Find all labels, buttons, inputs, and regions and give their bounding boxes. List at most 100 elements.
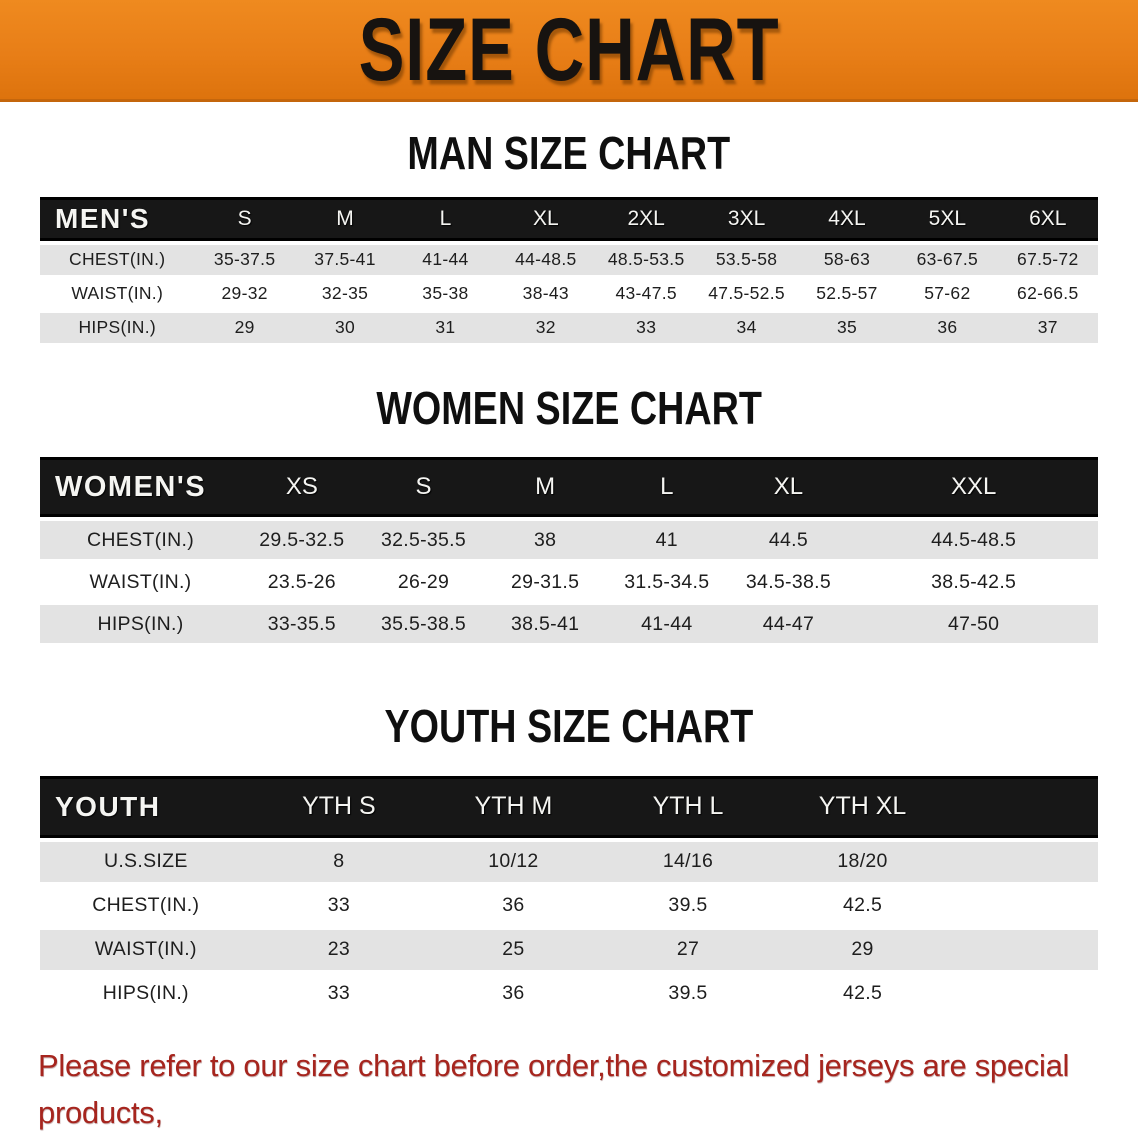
size-table: YOUTH YTH S YTH M YTH L YTH XL U.S.SIZE 8 10/12…	[40, 772, 1098, 1018]
size-value-cell: 44-48.5	[495, 244, 596, 275]
size-value-cell: 33	[251, 885, 427, 926]
size-value-cell: 32.5-35.5	[362, 521, 485, 560]
size-value-cell: 32	[495, 312, 596, 343]
size-column-header: L	[395, 196, 496, 241]
size-table: WOMEN'S XS S M L XL XXL CHEST(IN.) 29.5-32.5 32.5…	[40, 453, 1098, 647]
row-label: HIPS(IN.)	[40, 605, 242, 644]
size-value-cell: 41-44	[395, 244, 496, 275]
size-value-cell: 35	[796, 312, 898, 343]
size-value-cell: 47-50	[849, 605, 1098, 644]
row-label: WAIST(IN.)	[40, 929, 252, 970]
disclaimer-line-1: Please refer to our size chart before or…	[38, 1047, 1070, 1130]
men-section-heading: MAN SIZE CHART	[407, 127, 731, 179]
size-value-cell: 29-32	[194, 278, 295, 309]
row-spacer-cell	[949, 929, 1098, 970]
size-column-header: M	[294, 196, 396, 241]
row-label: U.S.SIZE	[40, 841, 252, 882]
size-value-cell: 8	[251, 841, 427, 882]
size-value-cell: 30	[294, 312, 396, 343]
size-value-cell: 42.5	[775, 885, 950, 926]
row-label: CHEST(IN.)	[40, 521, 242, 560]
table-group-label: WOMEN'S	[40, 457, 242, 518]
disclaimer: Please refer to our size chart before or…	[0, 1042, 1138, 1132]
row-spacer-cell	[949, 841, 1098, 882]
size-value-cell: 33	[251, 973, 427, 1014]
size-value-cell: 37.5-41	[294, 244, 396, 275]
size-column-header: 2XL	[596, 196, 697, 241]
size-value-cell: 39.5	[600, 973, 776, 1014]
size-table-header-row: MEN'S S M L XL 2XL 3XL 4XL 5XL 6XL	[40, 196, 1098, 241]
size-value-cell: 58-63	[796, 244, 898, 275]
table-row: WAIST(IN.) 23 25 27 29	[40, 929, 1098, 970]
size-table-header-row: WOMEN'S XS S M L XL XXL	[40, 457, 1098, 518]
size-column-header: 6XL	[997, 196, 1098, 241]
row-label: WAIST(IN.)	[40, 563, 242, 602]
row-label: HIPS(IN.)	[40, 973, 252, 1014]
size-column-header: 4XL	[796, 196, 898, 241]
size-value-cell: 36	[426, 885, 601, 926]
size-column-header: L	[605, 457, 728, 518]
size-value-cell: 52.5-57	[796, 278, 898, 309]
youth-section-heading: YOUTH SIZE CHART	[384, 700, 754, 753]
youth-size-table-container: YOUTH YTH S YTH M YTH L YTH XL U.S.SIZE 8 10/12…	[40, 772, 1098, 1018]
size-value-cell: 35-38	[395, 278, 496, 309]
size-value-cell: 63-67.5	[897, 244, 998, 275]
row-label: HIPS(IN.)	[40, 312, 195, 343]
size-value-cell: 35-37.5	[194, 244, 295, 275]
size-column-header: YTH L	[600, 775, 776, 838]
size-value-cell: 27	[600, 929, 776, 970]
size-column-header: XXL	[849, 457, 1098, 518]
size-column-header: XL	[727, 457, 850, 518]
size-value-cell: 44.5-48.5	[849, 521, 1098, 560]
size-value-cell: 36	[426, 973, 601, 1014]
size-table-header-row: YOUTH YTH S YTH M YTH L YTH XL	[40, 775, 1098, 838]
size-value-cell: 10/12	[426, 841, 601, 882]
size-value-cell: 18/20	[775, 841, 950, 882]
row-spacer-cell	[949, 885, 1098, 926]
table-row: CHEST(IN.) 35-37.5 37.5-41 41-44 44-48.5 48.5…	[40, 244, 1098, 275]
size-value-cell: 47.5-52.5	[696, 278, 797, 309]
size-value-cell: 29	[775, 929, 950, 970]
size-value-cell: 48.5-53.5	[596, 244, 697, 275]
size-value-cell: 29	[194, 312, 295, 343]
size-value-cell: 25	[426, 929, 601, 970]
size-value-cell: 41-44	[605, 605, 728, 644]
size-value-cell: 34	[696, 312, 797, 343]
size-value-cell: 23.5-26	[241, 563, 363, 602]
table-row: WAIST(IN.) 23.5-26 26-29 29-31.5 31.5-34.5 34…	[40, 563, 1098, 602]
row-label: CHEST(IN.)	[40, 885, 252, 926]
size-value-cell: 36	[897, 312, 998, 343]
size-value-cell: 38.5-41	[484, 605, 606, 644]
size-value-cell: 44-47	[727, 605, 850, 644]
size-value-cell: 62-66.5	[997, 278, 1098, 309]
size-value-cell: 33	[596, 312, 697, 343]
size-value-cell: 38	[484, 521, 606, 560]
size-column-header: S	[362, 457, 485, 518]
table-row: CHEST(IN.) 33 36 39.5 42.5	[40, 885, 1098, 926]
row-spacer-cell	[949, 973, 1098, 1014]
size-value-cell: 23	[251, 929, 427, 970]
size-column-header: M	[484, 457, 606, 518]
size-column-header: XS	[241, 457, 363, 518]
size-column-header: 3XL	[696, 196, 797, 241]
size-value-cell: 14/16	[600, 841, 776, 882]
size-column-header: XL	[495, 196, 596, 241]
size-column-header: YTH XL	[775, 775, 950, 838]
size-value-cell: 34.5-38.5	[727, 563, 850, 602]
size-value-cell: 38.5-42.5	[849, 563, 1098, 602]
size-value-cell: 31.5-34.5	[605, 563, 728, 602]
size-value-cell: 35.5-38.5	[362, 605, 485, 644]
size-value-cell: 41	[605, 521, 728, 560]
table-row: CHEST(IN.) 29.5-32.5 32.5-35.5 38 41 44.5 44.5…	[40, 521, 1098, 560]
size-value-cell: 38-43	[495, 278, 596, 309]
size-column-header: YTH S	[251, 775, 427, 838]
size-value-cell: 33-35.5	[241, 605, 363, 644]
size-value-cell: 67.5-72	[997, 244, 1098, 275]
size-value-cell: 31	[395, 312, 496, 343]
size-value-cell: 37	[997, 312, 1098, 343]
size-value-cell: 44.5	[727, 521, 850, 560]
size-table: MEN'S S M L XL 2XL 3XL 4XL 5XL 6XL CHEST(IN.) 35-37…	[40, 193, 1098, 347]
size-value-cell: 43-47.5	[596, 278, 697, 309]
women-size-table-container: WOMEN'S XS S M L XL XXL CHEST(IN.) 29.5-32.5 32.5…	[40, 453, 1098, 647]
